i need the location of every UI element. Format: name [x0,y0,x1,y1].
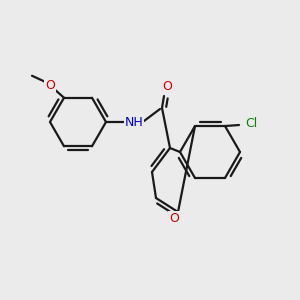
Text: O: O [162,80,172,94]
Text: NH: NH [124,116,143,128]
Text: O: O [45,79,55,92]
Text: O: O [169,212,179,224]
Text: Cl: Cl [245,116,257,130]
